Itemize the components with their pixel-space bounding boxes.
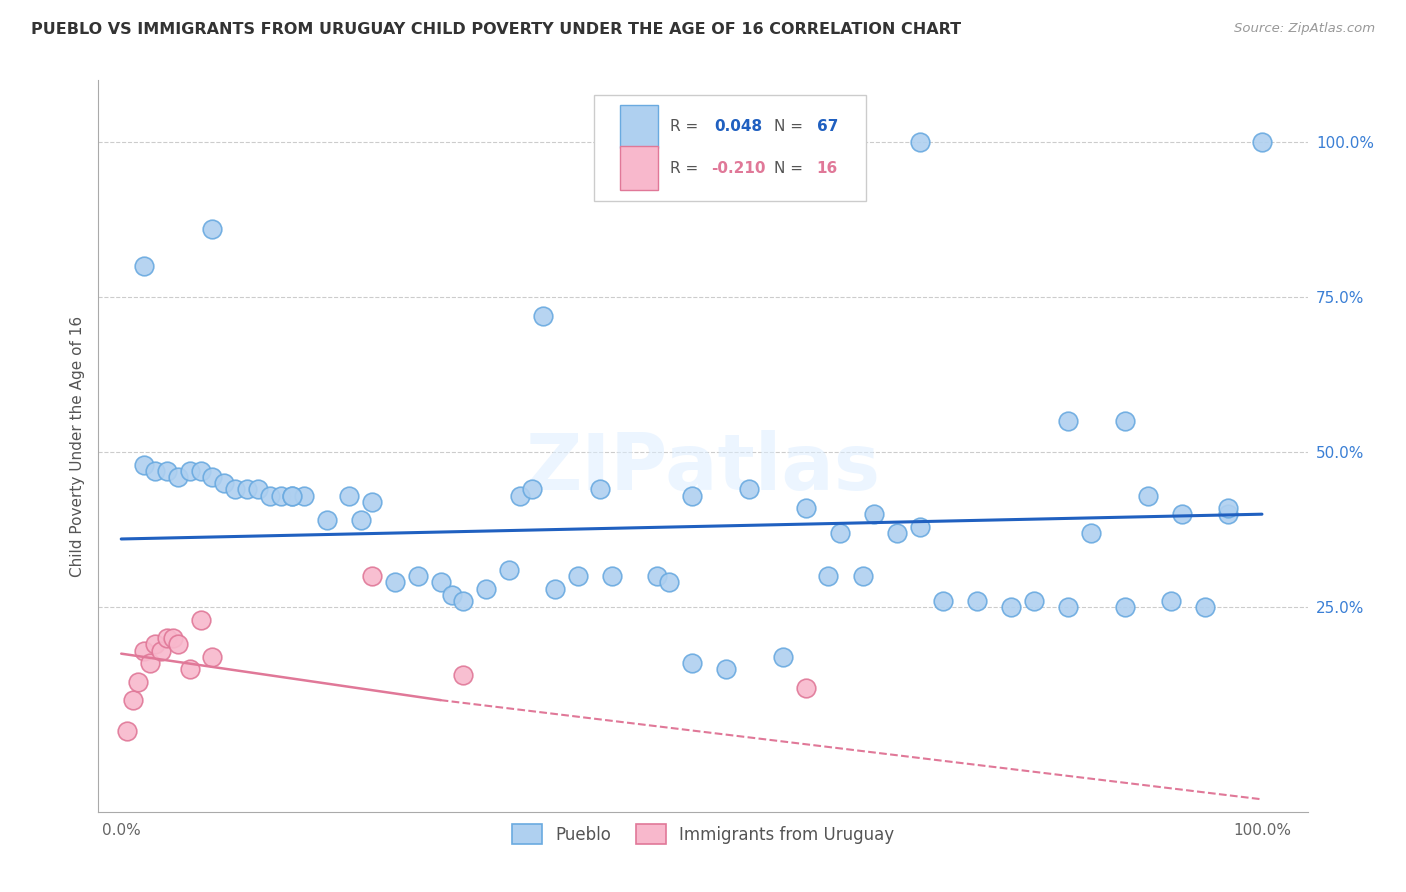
Text: N =: N = — [775, 119, 808, 134]
Y-axis label: Child Poverty Under the Age of 16: Child Poverty Under the Age of 16 — [69, 316, 84, 576]
Legend: Pueblo, Immigrants from Uruguay: Pueblo, Immigrants from Uruguay — [505, 817, 901, 851]
Point — [190, 613, 212, 627]
Point — [1057, 414, 1080, 428]
Point — [132, 259, 155, 273]
Point — [361, 495, 384, 509]
Point — [179, 662, 201, 676]
Point — [132, 458, 155, 472]
Point — [658, 575, 681, 590]
Point — [531, 309, 554, 323]
Point — [429, 575, 451, 590]
Point — [1194, 600, 1216, 615]
Point — [441, 588, 464, 602]
Point — [794, 500, 817, 515]
Point — [737, 483, 759, 497]
Point — [201, 649, 224, 664]
Point — [908, 135, 931, 149]
FancyBboxPatch shape — [620, 146, 658, 190]
Point — [1171, 507, 1194, 521]
Point — [201, 470, 224, 484]
Point — [794, 681, 817, 695]
Point — [600, 569, 623, 583]
Point — [167, 637, 190, 651]
Point — [863, 507, 886, 521]
Point — [509, 489, 531, 503]
Point — [886, 525, 908, 540]
Point — [150, 643, 173, 657]
Text: 67: 67 — [817, 119, 838, 134]
Point — [453, 668, 475, 682]
Point — [852, 569, 875, 583]
Point — [132, 643, 155, 657]
Point — [1057, 600, 1080, 615]
Point — [1080, 525, 1102, 540]
Point — [406, 569, 429, 583]
Text: R =: R = — [671, 119, 703, 134]
Point — [1216, 507, 1239, 521]
Point — [828, 525, 851, 540]
Point — [1114, 600, 1136, 615]
Point — [589, 483, 612, 497]
Point — [966, 594, 988, 608]
Point — [281, 489, 304, 503]
Point — [224, 483, 246, 497]
Point — [212, 476, 235, 491]
Point — [567, 569, 589, 583]
Point — [145, 637, 167, 651]
Point — [190, 464, 212, 478]
FancyBboxPatch shape — [620, 104, 658, 148]
Text: ZIPatlas: ZIPatlas — [526, 430, 880, 506]
Point — [520, 483, 543, 497]
Point — [247, 483, 270, 497]
Point — [1216, 500, 1239, 515]
Point — [1000, 600, 1022, 615]
Point — [1251, 135, 1274, 149]
Point — [647, 569, 669, 583]
Point — [121, 693, 143, 707]
Point — [817, 569, 839, 583]
Point — [931, 594, 953, 608]
Point — [1114, 414, 1136, 428]
Text: Source: ZipAtlas.com: Source: ZipAtlas.com — [1234, 22, 1375, 36]
Point — [1136, 489, 1159, 503]
Point — [235, 483, 257, 497]
Point — [908, 519, 931, 533]
Point — [156, 631, 179, 645]
Point — [337, 489, 360, 503]
Point — [453, 594, 475, 608]
Point — [681, 656, 703, 670]
Text: R =: R = — [671, 161, 703, 176]
Point — [1022, 594, 1045, 608]
Point — [115, 724, 138, 739]
Text: -0.210: -0.210 — [711, 161, 766, 176]
Point — [475, 582, 498, 596]
Point — [361, 569, 384, 583]
Point — [1160, 594, 1182, 608]
Point — [772, 649, 794, 664]
Point — [544, 582, 567, 596]
Point — [681, 489, 703, 503]
Point — [156, 464, 179, 478]
Point — [162, 631, 184, 645]
Point — [201, 222, 224, 236]
Point — [292, 489, 315, 503]
Point — [179, 464, 201, 478]
Point — [139, 656, 162, 670]
Text: 16: 16 — [817, 161, 838, 176]
Point — [384, 575, 406, 590]
Text: 0.048: 0.048 — [714, 119, 762, 134]
Point — [498, 563, 520, 577]
Point — [714, 662, 737, 676]
Point — [127, 674, 149, 689]
Text: PUEBLO VS IMMIGRANTS FROM URUGUAY CHILD POVERTY UNDER THE AGE OF 16 CORRELATION : PUEBLO VS IMMIGRANTS FROM URUGUAY CHILD … — [31, 22, 962, 37]
Point — [315, 513, 337, 527]
Point — [270, 489, 292, 503]
Point — [350, 513, 373, 527]
Point — [167, 470, 190, 484]
FancyBboxPatch shape — [595, 95, 866, 201]
Point — [281, 489, 304, 503]
Text: N =: N = — [775, 161, 808, 176]
Point — [259, 489, 281, 503]
Point — [145, 464, 167, 478]
